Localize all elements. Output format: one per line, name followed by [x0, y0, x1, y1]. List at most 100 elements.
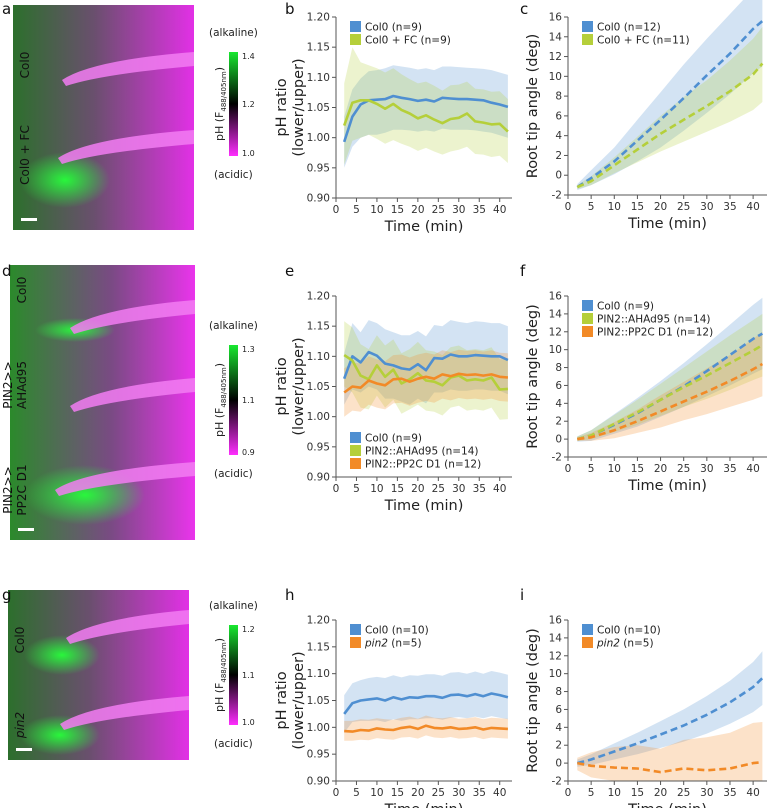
x-tick-label: 20	[654, 787, 667, 799]
x-tick-label: 35	[723, 787, 736, 799]
colorbar-top: 1.4	[242, 52, 255, 61]
x-axis-label: Time (min)	[384, 219, 464, 235]
y-tick-label: 1.20	[307, 291, 330, 303]
x-tick-label: 25	[432, 483, 445, 495]
colorbar-bottom: 1.0	[242, 718, 255, 727]
genotype-label: Col0	[18, 52, 32, 79]
x-tick-label: 30	[700, 787, 713, 799]
x-tick-label: 30	[452, 204, 465, 216]
y-tick-label: 1.10	[307, 351, 330, 363]
legend-entry: Col0 (n=10)	[597, 625, 661, 637]
confidence-band	[577, 0, 763, 191]
green-fluorescence	[24, 635, 100, 675]
chart-h: 0.90 0.95 1.00 1.05 1.10 1.15 1.20 0 5 10 15 20 25 30…	[274, 615, 512, 808]
x-tick-label: 5	[353, 787, 360, 799]
colorbar-axis-label: pH (F488/405nm)	[213, 67, 228, 141]
y-axis-label: Root tip angle (deg)	[525, 34, 541, 178]
colorbar-bottom: 0.9	[242, 448, 255, 457]
y-tick-label: 0.95	[307, 162, 330, 174]
root-outline	[55, 462, 195, 496]
x-axis-label: Time (min)	[627, 216, 707, 232]
colorbar-mid: 1.2	[242, 100, 255, 109]
legend-swatch	[350, 432, 361, 443]
x-tick-label: 15	[391, 204, 404, 216]
x-tick-label: 15	[391, 483, 404, 495]
x-tick-label: 30	[700, 201, 713, 213]
acidic-label: (acidic)	[214, 738, 253, 750]
confidence-band	[577, 26, 763, 190]
series-line	[576, 344, 764, 441]
y-tick-label: 12	[549, 326, 562, 338]
confidence-band	[577, 722, 763, 781]
root-outline	[66, 610, 189, 644]
x-tick-label: 10	[608, 787, 621, 799]
y-tick-label: 2	[555, 150, 562, 162]
series-line	[577, 760, 763, 774]
x-tick-label: 15	[391, 787, 404, 799]
x-tick-label: 5	[353, 483, 360, 495]
y-tick-label: 4	[555, 722, 562, 734]
confidence-band	[344, 349, 508, 417]
y-tick-label: 10	[549, 344, 562, 356]
legend-swatch	[350, 624, 361, 635]
y-tick-label: 16	[549, 12, 563, 24]
series-line	[576, 677, 764, 765]
x-tick-label: 25	[677, 201, 690, 213]
y-tick-label: 0	[555, 434, 562, 446]
y-tick-label: 10	[549, 668, 562, 680]
colorbar	[229, 345, 238, 455]
y-tick-label: -2	[552, 190, 562, 202]
x-tick-label: 40	[746, 787, 759, 799]
chart-b: 0.90 0.95 1.00 1.05 1.10 1.15 1.20 0 5 10 15 20 25 30…	[274, 12, 512, 235]
x-tick-label: 30	[452, 787, 465, 799]
y-tick-label: 1.00	[307, 411, 330, 423]
x-tick-label: 25	[432, 204, 445, 216]
panel-letter-f: f	[520, 262, 526, 280]
x-tick-label: 20	[654, 463, 667, 475]
x-tick-label: 10	[608, 201, 621, 213]
y-tick-label: 1.15	[307, 42, 330, 54]
y-tick-label: 1.00	[307, 132, 330, 144]
y-tick-label: 0.95	[307, 441, 330, 453]
y-tick-label: 1.20	[307, 12, 330, 24]
y-tick-label: 1.10	[307, 668, 330, 680]
legend-swatch	[582, 300, 593, 311]
y-axis-label-2: (lower/upper)	[291, 651, 307, 749]
legend-swatch	[582, 637, 593, 648]
x-tick-label: 0	[333, 483, 340, 495]
x-tick-label: 0	[333, 787, 340, 799]
legend-swatch	[350, 458, 361, 469]
legend-entry: Col0 (n=10)	[365, 625, 429, 637]
series-line	[344, 724, 508, 733]
root-outline	[58, 130, 194, 164]
colorbar-top: 1.2	[242, 625, 255, 634]
y-tick-label: 1.15	[307, 321, 330, 333]
y-axis-label: Root tip angle (deg)	[525, 304, 541, 448]
x-tick-label: 5	[353, 204, 360, 216]
colorbar-axis-label: pH (F488/405nm)	[213, 638, 228, 712]
y-tick-label: 1.10	[307, 72, 330, 84]
image-panel-a: Col0 Col0 + FC 1.4 1.2 1.0 (alkaline) (acidic)…	[13, 5, 258, 230]
root-outline	[70, 300, 195, 334]
x-tick-label: 5	[588, 787, 595, 799]
legend-swatch	[350, 637, 361, 648]
legend-entry: Col0 + FC (n=11)	[597, 35, 690, 47]
x-tick-label: 0	[565, 201, 572, 213]
image-panel-g: Col0 pin2 1.2 1.1 1.0 (alkaline) (acidic) pH (F…	[8, 590, 258, 760]
x-tick-label: 35	[723, 201, 736, 213]
scale-bar	[18, 528, 34, 531]
confidence-band	[344, 47, 508, 165]
y-tick-label: 0	[555, 758, 562, 770]
legend-swatch	[350, 445, 361, 456]
y-tick-label: 16	[549, 615, 563, 627]
legend-swatch	[582, 624, 593, 635]
x-tick-label: 0	[565, 463, 572, 475]
x-tick-label: 30	[452, 483, 465, 495]
panel-letter-h: h	[285, 586, 295, 604]
colorbar-bottom: 1.0	[242, 149, 255, 158]
colorbar-top: 1.3	[242, 345, 255, 354]
x-tick-label: 40	[493, 483, 506, 495]
x-tick-label: 40	[493, 204, 506, 216]
